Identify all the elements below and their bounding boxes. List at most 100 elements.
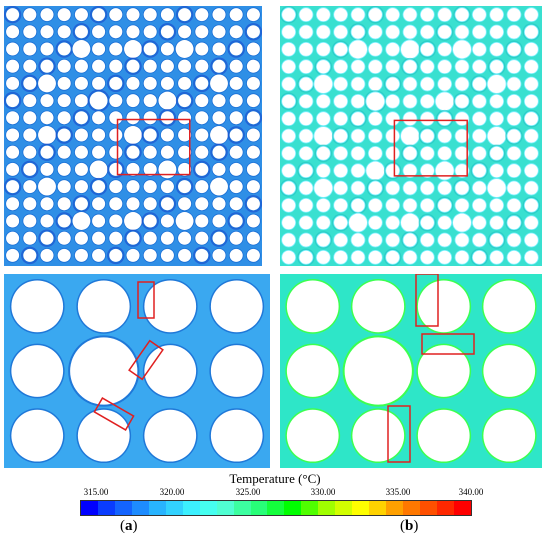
colorbar-tick: 320.00 bbox=[159, 487, 185, 497]
fuel-rod bbox=[143, 128, 157, 142]
panel-label-a: (a) bbox=[120, 518, 138, 534]
colorbar-segment bbox=[335, 501, 353, 515]
guide-tube bbox=[124, 40, 142, 58]
fuel-rod bbox=[160, 42, 174, 56]
fuel-rod bbox=[57, 145, 71, 159]
fuel-rod bbox=[368, 77, 382, 91]
fuel-rod bbox=[195, 214, 209, 228]
fuel-rod bbox=[455, 112, 469, 126]
fuel-rod bbox=[126, 248, 140, 262]
fuel-rod bbox=[23, 197, 37, 211]
legend-title: Temperature (°C) bbox=[229, 471, 321, 486]
fuel-rod bbox=[351, 198, 365, 212]
fuel-rod bbox=[299, 164, 313, 178]
colorbar-segment bbox=[267, 501, 285, 515]
fuel-rod bbox=[334, 25, 348, 39]
guide-tube bbox=[210, 177, 228, 196]
region-highlight-box bbox=[387, 405, 411, 463]
fuel-rod bbox=[438, 25, 452, 39]
fuel-rod bbox=[299, 198, 313, 212]
fuel-rod bbox=[160, 128, 174, 142]
fuel-rod bbox=[212, 248, 226, 262]
fuel-rod bbox=[438, 112, 452, 126]
fuel-rod bbox=[299, 216, 313, 230]
fuel-rod bbox=[438, 8, 452, 22]
fuel-rod bbox=[420, 94, 434, 108]
fuel-rod bbox=[403, 181, 417, 195]
fuel-rod bbox=[368, 233, 382, 247]
guide-tube bbox=[38, 74, 56, 93]
fuel-rod bbox=[368, 129, 382, 143]
fuel-rod bbox=[109, 248, 123, 262]
fuel-rod bbox=[455, 250, 469, 264]
fuel-rod bbox=[57, 59, 71, 73]
fuel-rod bbox=[57, 248, 71, 262]
fuel-rod bbox=[143, 231, 157, 245]
fuel-rod bbox=[352, 280, 405, 333]
fuel-rod bbox=[92, 231, 106, 245]
fuel-rod bbox=[282, 129, 296, 143]
guide-tube bbox=[158, 160, 177, 179]
fuel-rod bbox=[74, 128, 88, 142]
fuel-rod bbox=[143, 145, 157, 159]
fuel-rod bbox=[490, 25, 504, 39]
colorbar-tick: 330.00 bbox=[310, 487, 336, 497]
fuel-rod bbox=[334, 112, 348, 126]
colorbar-segment bbox=[131, 501, 149, 515]
fuel-rod bbox=[74, 8, 88, 22]
fuel-rod bbox=[282, 77, 296, 91]
fuel-rod bbox=[6, 145, 20, 159]
fuel-rod bbox=[386, 8, 400, 22]
fuel-rod bbox=[178, 76, 192, 90]
fuel-rod bbox=[386, 77, 400, 91]
fuel-rod bbox=[40, 25, 54, 39]
fuel-rod bbox=[507, 146, 521, 160]
fuel-rod bbox=[195, 111, 209, 125]
fuel-rod bbox=[160, 76, 174, 90]
case-a-full-assembly-map bbox=[4, 6, 262, 266]
fuel-rod bbox=[210, 345, 263, 397]
colorbar-tick: 325.00 bbox=[235, 487, 261, 497]
fuel-rod bbox=[282, 60, 296, 74]
fuel-rod bbox=[507, 216, 521, 230]
colorbar-tick: 340.00 bbox=[458, 487, 484, 497]
fuel-rod bbox=[420, 233, 434, 247]
fuel-rod bbox=[334, 60, 348, 74]
fuel-rod bbox=[299, 42, 313, 56]
fuel-rod bbox=[6, 128, 20, 142]
fuel-rod bbox=[403, 25, 417, 39]
fuel-rod bbox=[299, 129, 313, 143]
fuel-rod bbox=[386, 181, 400, 195]
fuel-rod bbox=[92, 214, 106, 228]
guide-tube bbox=[400, 126, 420, 146]
colorbar-segment bbox=[233, 501, 251, 515]
fuel-rod bbox=[6, 162, 20, 176]
fuel-rod bbox=[507, 42, 521, 56]
fuel-rod bbox=[23, 145, 37, 159]
fuel-rod bbox=[403, 250, 417, 264]
fuel-rod bbox=[195, 180, 209, 194]
fuel-rod bbox=[472, 198, 486, 212]
fuel-rod bbox=[368, 8, 382, 22]
fuel-rod bbox=[282, 146, 296, 160]
fuel-rod bbox=[229, 8, 243, 22]
fuel-rod bbox=[524, 198, 538, 212]
fuel-rod bbox=[403, 112, 417, 126]
fuel-rod bbox=[40, 197, 54, 211]
fuel-rod bbox=[178, 94, 192, 108]
fuel-rod bbox=[11, 345, 64, 397]
fuel-rod bbox=[334, 198, 348, 212]
fuel-rod bbox=[334, 77, 348, 91]
fuel-rod bbox=[299, 8, 313, 22]
fuel-rod bbox=[6, 8, 20, 22]
fuel-rod bbox=[212, 94, 226, 108]
case-a-temperature-contour bbox=[4, 6, 262, 266]
fuel-rod bbox=[246, 197, 260, 211]
fuel-rod bbox=[472, 181, 486, 195]
fuel-rod bbox=[92, 42, 106, 56]
fuel-rod bbox=[507, 94, 521, 108]
fuel-rod bbox=[74, 231, 88, 245]
fuel-rod bbox=[40, 8, 54, 22]
fuel-rod bbox=[483, 280, 536, 333]
fuel-rod bbox=[178, 128, 192, 142]
